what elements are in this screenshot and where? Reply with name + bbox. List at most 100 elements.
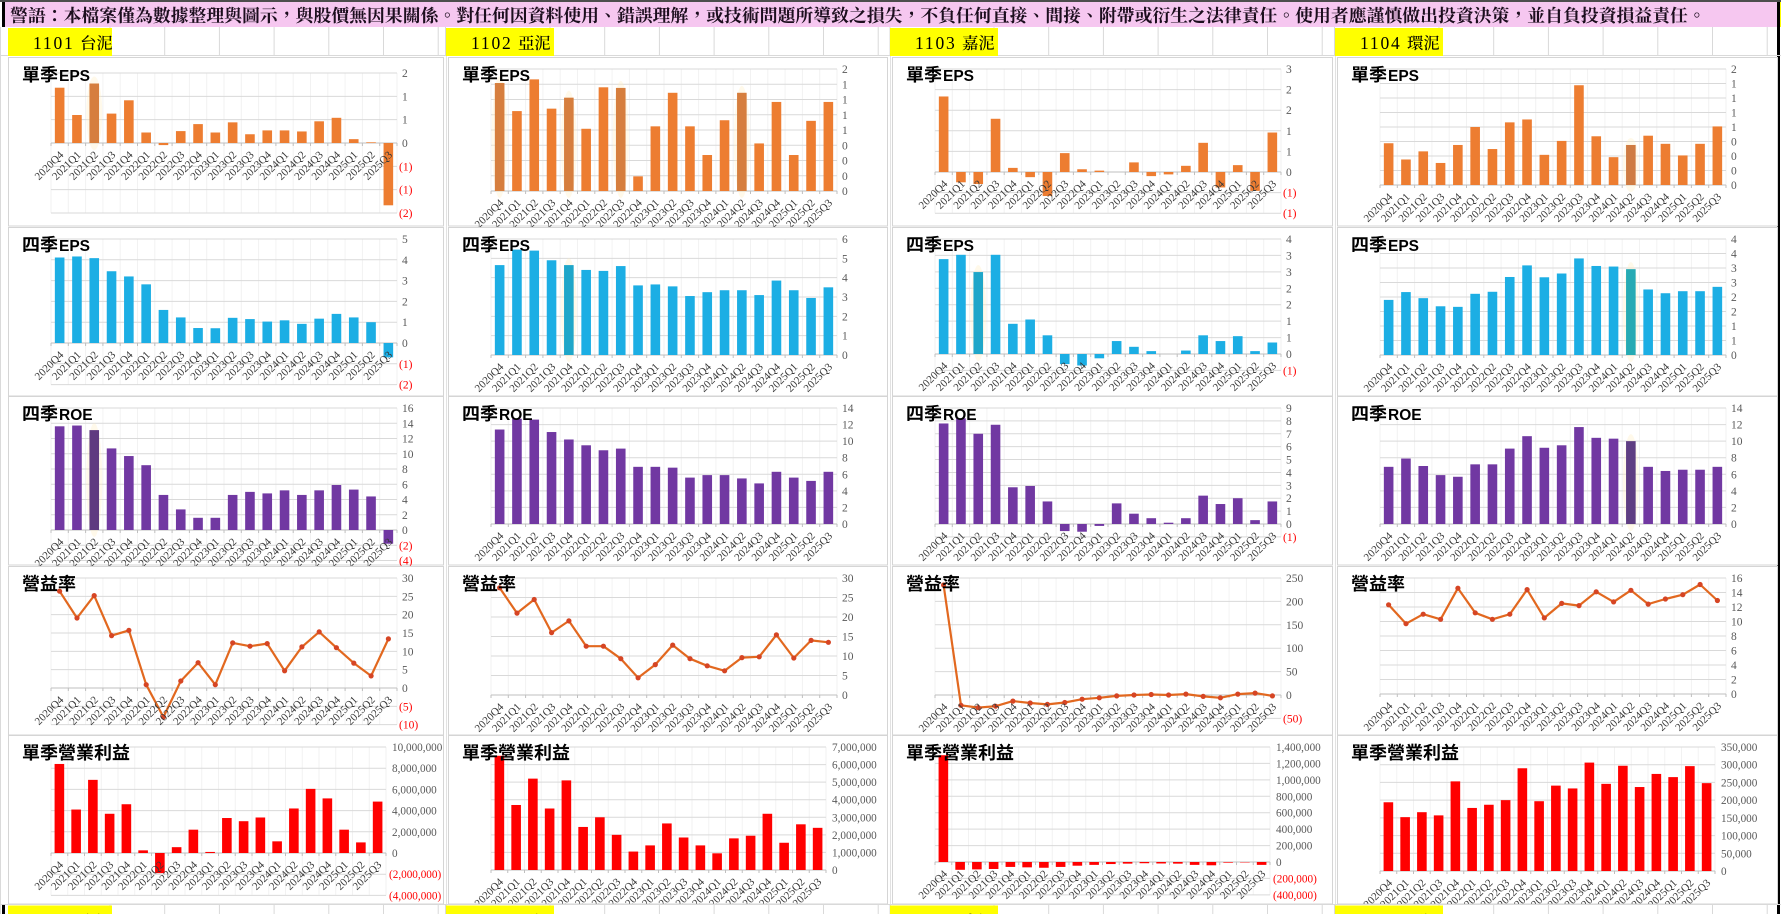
svg-text:12: 12	[402, 434, 414, 446]
svg-text:200,000: 200,000	[1276, 841, 1313, 853]
svg-text:10: 10	[402, 449, 414, 461]
svg-text:1: 1	[1731, 93, 1737, 105]
svg-text:EPS: EPS	[1388, 238, 1419, 255]
svg-text:20: 20	[402, 609, 414, 621]
svg-text:800,000: 800,000	[1276, 791, 1313, 803]
svg-text:1: 1	[1731, 108, 1737, 120]
svg-text:4: 4	[842, 486, 848, 498]
svg-text:4: 4	[1731, 248, 1737, 260]
svg-text:8,000,000: 8,000,000	[392, 763, 437, 775]
svg-text:1: 1	[1286, 332, 1292, 344]
svg-text:1: 1	[1286, 146, 1292, 158]
svg-text:2: 2	[1286, 283, 1292, 295]
svg-text:10: 10	[842, 436, 854, 448]
svg-text:0: 0	[1286, 519, 1292, 531]
svg-text:3: 3	[1286, 480, 1292, 492]
svg-text:2: 2	[842, 311, 848, 323]
svg-text:6,000,000: 6,000,000	[392, 784, 437, 796]
svg-text:100: 100	[1286, 643, 1304, 655]
svg-text:2: 2	[1286, 299, 1292, 311]
svg-text:(1): (1)	[399, 185, 413, 197]
svg-text:1102: 1102	[471, 33, 513, 53]
svg-text:0: 0	[842, 140, 848, 152]
svg-text:0: 0	[1731, 166, 1737, 178]
svg-text:0: 0	[842, 519, 848, 531]
svg-text:3: 3	[1286, 250, 1292, 262]
svg-text:4: 4	[1731, 660, 1737, 672]
svg-text:1: 1	[1731, 321, 1737, 333]
svg-text:0: 0	[1286, 349, 1292, 361]
svg-text:(1): (1)	[1283, 188, 1297, 200]
svg-text:0: 0	[1286, 690, 1292, 702]
svg-text:EPS: EPS	[499, 238, 530, 255]
svg-text:25: 25	[842, 592, 854, 604]
svg-text:2: 2	[1286, 85, 1292, 97]
svg-text:0: 0	[832, 865, 838, 877]
svg-text:3: 3	[1286, 266, 1292, 278]
svg-text:1: 1	[842, 95, 848, 107]
svg-text:8: 8	[842, 453, 848, 465]
svg-text:1: 1	[842, 330, 848, 342]
svg-text:0: 0	[392, 848, 398, 860]
svg-text:50,000: 50,000	[1721, 848, 1752, 860]
svg-text:350,000: 350,000	[1721, 742, 1758, 754]
svg-text:1104: 1104	[1360, 33, 1402, 53]
svg-text:1: 1	[402, 91, 408, 103]
svg-text:0: 0	[1731, 689, 1737, 701]
svg-text:400,000: 400,000	[1276, 824, 1313, 836]
svg-text:10: 10	[842, 651, 854, 663]
svg-text:(5): (5)	[399, 701, 413, 713]
svg-text:0: 0	[402, 683, 408, 695]
svg-text:2: 2	[1731, 674, 1737, 686]
svg-text:12: 12	[1731, 602, 1743, 614]
svg-text:2,000,000: 2,000,000	[832, 830, 877, 842]
svg-text:0: 0	[402, 525, 408, 537]
svg-text:ROE: ROE	[943, 407, 977, 424]
svg-text:8: 8	[1731, 631, 1737, 643]
svg-text:1: 1	[1731, 79, 1737, 91]
svg-text:1105: 1105	[33, 911, 75, 914]
svg-text:600,000: 600,000	[1276, 808, 1313, 820]
svg-text:7,000,000: 7,000,000	[832, 742, 877, 754]
svg-text:15: 15	[842, 631, 854, 643]
svg-text:0: 0	[1731, 151, 1737, 163]
svg-text:1105: 1105	[915, 911, 957, 914]
svg-text:1: 1	[402, 317, 408, 329]
svg-text:150,000: 150,000	[1721, 813, 1758, 825]
svg-text:3: 3	[842, 292, 848, 304]
svg-text:1: 1	[842, 79, 848, 91]
svg-text:4: 4	[1731, 234, 1737, 246]
svg-text:10: 10	[402, 646, 414, 658]
svg-text:200: 200	[1286, 596, 1304, 608]
svg-text:(2,000,000): (2,000,000)	[389, 869, 441, 881]
svg-text:0: 0	[842, 156, 848, 168]
svg-text:1105: 1105	[1360, 911, 1402, 914]
svg-text:1: 1	[1731, 122, 1737, 134]
svg-text:14: 14	[1731, 587, 1743, 599]
svg-text:(10): (10)	[399, 719, 418, 731]
svg-text:250: 250	[1286, 573, 1304, 585]
svg-text:14: 14	[842, 403, 854, 415]
svg-text:6: 6	[402, 479, 408, 491]
svg-text:6: 6	[842, 469, 848, 481]
svg-text:2: 2	[1731, 64, 1737, 76]
svg-text:1,000,000: 1,000,000	[1276, 775, 1321, 787]
svg-text:0: 0	[1731, 350, 1737, 362]
svg-text:6,000,000: 6,000,000	[832, 760, 877, 772]
svg-text:1,000,000: 1,000,000	[832, 847, 877, 859]
svg-text:2: 2	[842, 502, 848, 514]
svg-text:0: 0	[402, 338, 408, 350]
svg-text:12: 12	[842, 420, 854, 432]
svg-text:4: 4	[1286, 234, 1292, 246]
svg-text:10,000,000: 10,000,000	[392, 742, 443, 754]
svg-text:1,400,000: 1,400,000	[1276, 742, 1321, 754]
svg-text:5: 5	[842, 253, 848, 265]
svg-text:0: 0	[1731, 137, 1737, 149]
svg-text:8: 8	[1731, 453, 1737, 465]
svg-text:7: 7	[1286, 429, 1292, 441]
svg-text:10: 10	[1731, 436, 1743, 448]
svg-text:4: 4	[842, 272, 848, 284]
svg-text:6: 6	[1286, 442, 1292, 454]
svg-text:5: 5	[1286, 455, 1292, 467]
svg-text:0: 0	[1286, 167, 1292, 179]
